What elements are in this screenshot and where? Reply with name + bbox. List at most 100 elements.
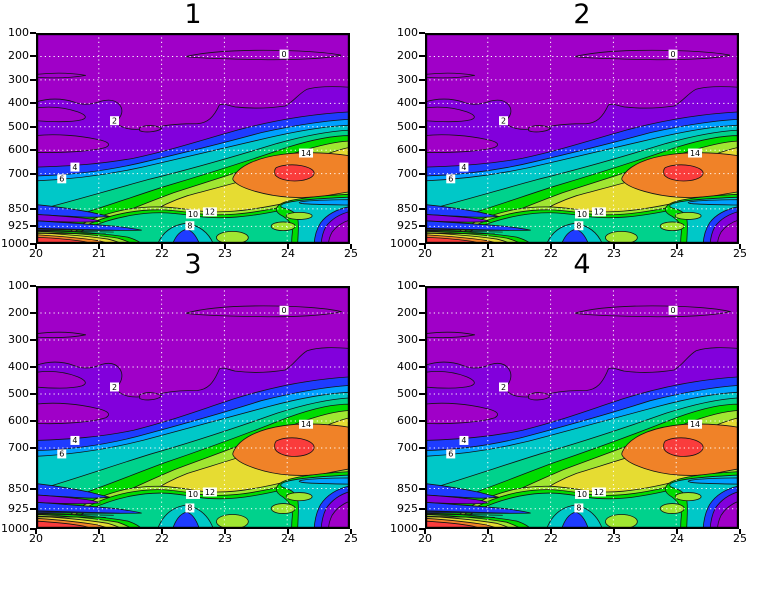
contour-label: 12 [205, 208, 215, 217]
contour-band [688, 200, 739, 205]
y-tick-mark [30, 487, 36, 490]
contour-band [425, 510, 509, 514]
contour-band [299, 200, 350, 205]
contour-label: 14 [301, 149, 311, 158]
y-tick-label: 400 [8, 360, 29, 373]
y-tick-label: 500 [8, 387, 29, 400]
contour-label-box [446, 449, 456, 459]
contour-label-box [70, 435, 80, 445]
contour-label-box [499, 116, 508, 126]
y-tick-mark [30, 207, 36, 210]
y-tick-label: 600 [8, 414, 29, 427]
x-tick-mark [676, 529, 678, 534]
plot-frame [425, 286, 739, 529]
contour-band [575, 50, 731, 59]
x-tick-mark [287, 529, 289, 534]
contour-band [425, 230, 503, 233]
x-tick-mark [424, 529, 426, 534]
x-tick-mark [224, 529, 226, 534]
y-tick-mark [419, 32, 425, 34]
contour-label-box [591, 207, 606, 217]
y-tick-mark [419, 207, 425, 210]
y-tick-label: 1000 [390, 237, 418, 250]
contour-label: 0 [282, 306, 287, 315]
contour-band [425, 332, 475, 337]
y-tick-mark [419, 285, 425, 287]
contour-label: 6 [59, 450, 64, 459]
contour-band [425, 73, 475, 78]
x-tick-label: 22 [544, 532, 558, 545]
x-tick-mark [739, 529, 741, 534]
x-tick-label: 22 [544, 247, 558, 260]
x-tick-mark [424, 244, 426, 249]
contour-label: 4 [72, 163, 77, 172]
x-tick-label: 22 [155, 247, 169, 260]
x-tick-label: 23 [218, 247, 232, 260]
y-tick-label: 700 [397, 166, 418, 180]
contour-label-box [202, 207, 217, 217]
y-tick-mark [30, 507, 36, 510]
y-tick-mark [419, 172, 425, 175]
y-tick-label: 400 [397, 96, 418, 110]
contour-label: 4 [72, 436, 77, 445]
contour-band [425, 513, 503, 516]
y-tick-label: 850 [8, 201, 29, 215]
y-tick-mark [30, 172, 36, 175]
y-tick-mark [419, 78, 425, 81]
y-tick-label: 500 [397, 119, 418, 133]
y-tick-mark [419, 528, 425, 530]
y-tick-label: 400 [8, 96, 29, 110]
plot-frame [36, 286, 350, 529]
contour-band [186, 306, 342, 317]
contour-band [36, 516, 106, 518]
contour-label: 8 [187, 222, 192, 231]
contour-label: 0 [282, 50, 287, 59]
contour-label-box [110, 382, 119, 392]
y-tick-label: 200 [8, 306, 29, 319]
y-tick-mark [30, 149, 36, 152]
x-tick-label: 21 [481, 247, 495, 260]
contour-band [36, 510, 120, 514]
contour-band [36, 230, 114, 233]
contour-band [36, 403, 109, 423]
contour-label: 12 [205, 488, 215, 497]
x-tick-mark [350, 529, 352, 534]
contour-label: 0 [671, 306, 676, 315]
y-tick-label: 200 [397, 49, 418, 63]
contour-band [425, 232, 495, 235]
contour-label-box [574, 503, 584, 513]
x-tick-label: 25 [344, 247, 358, 260]
y-tick-mark [419, 149, 425, 152]
y-tick-mark [30, 420, 36, 422]
y-tick-label: 200 [397, 306, 418, 319]
x-tick-label: 22 [155, 532, 169, 545]
y-tick-label: 700 [8, 441, 29, 454]
panel-title: 3 [184, 249, 202, 280]
y-tick-label: 1000 [1, 522, 29, 535]
x-tick-mark [676, 244, 678, 249]
contour-band [275, 165, 315, 181]
contour-band [36, 513, 114, 516]
contour-label: 14 [690, 420, 700, 429]
x-tick-label: 20 [418, 532, 432, 545]
contour-label-box [186, 489, 200, 499]
y-tick-mark [419, 312, 425, 314]
y-tick-mark [419, 102, 425, 105]
contour-label-box [57, 174, 67, 184]
y-tick-mark [30, 243, 36, 245]
y-tick-mark [419, 420, 425, 422]
contour-label: 10 [577, 490, 587, 499]
contour-label-box [574, 221, 584, 231]
contour-label-box [459, 162, 469, 172]
contour-label-box [202, 487, 217, 497]
x-tick-mark [613, 529, 615, 534]
y-tick-mark [30, 125, 36, 128]
panel-title: 4 [573, 249, 591, 280]
contour-label: 10 [188, 210, 198, 219]
contour-label: 2 [112, 383, 117, 392]
y-tick-label: 300 [8, 72, 29, 86]
contour-label-box [279, 49, 289, 59]
contour-label-box [110, 116, 119, 126]
x-tick-mark [550, 244, 552, 249]
